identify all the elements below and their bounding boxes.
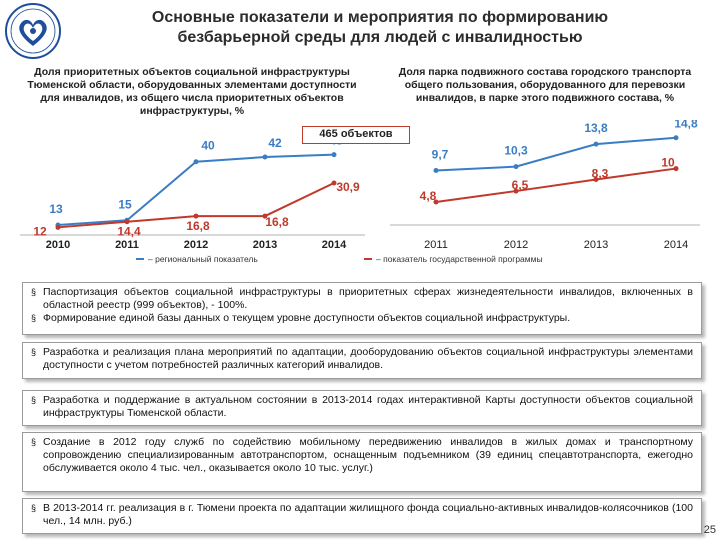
measure-text: Создание в 2012 году служб по содействию… <box>43 436 693 474</box>
program-data-label: 30,9 <box>336 180 360 194</box>
measure-text: В 2013-2014 гг. реализация в г. Тюмени п… <box>43 502 693 527</box>
regional-data-label: 13 <box>49 202 63 216</box>
measure-text: Разработка и поддержание в актуальном со… <box>43 394 693 419</box>
title-line-2: безбарьерной среды для людей с инвалидно… <box>177 29 583 46</box>
regional-data-label: 14,8 <box>674 120 698 131</box>
legend-program: – показатель государственной программы <box>364 254 543 264</box>
program-point <box>331 180 337 186</box>
x-tick-label: 2014 <box>664 239 688 251</box>
bullet-icon: § <box>31 347 37 357</box>
regional-data-label: 15 <box>118 197 132 211</box>
legend-program-swatch <box>364 258 372 260</box>
program-data-label: 16,8 <box>186 219 210 233</box>
measure-text: Разработка и реализация плана мероприяти… <box>43 346 693 371</box>
organization-logo <box>5 3 61 59</box>
measure-text: Паспортизация объектов социальной инфрас… <box>43 286 693 311</box>
objects-count-callout: 465 объектов <box>302 126 410 144</box>
title-line-1: Основные показатели и мероприятия по фор… <box>151 9 609 26</box>
measures-box-5: § В 2013-2014 гг. реализация в г. Тюмени … <box>22 498 702 534</box>
measures-box-1: § Паспортизация объектов социальной инфра… <box>22 282 702 335</box>
bullet-icon: § <box>31 395 37 405</box>
regional-point <box>262 154 268 160</box>
legend-regional-swatch <box>136 258 144 260</box>
x-tick-label: 2013 <box>584 239 608 251</box>
x-tick-label: 2014 <box>322 239 347 251</box>
program-point <box>433 199 439 205</box>
measure-item: § Формирование единой базы данных о текущ… <box>31 312 693 325</box>
program-data-label: 4,8 <box>420 189 437 203</box>
regional-data-label: 9,7 <box>432 148 449 162</box>
regional-data-label: 10,3 <box>504 144 528 158</box>
legend-program-label: – показатель государственной программы <box>376 254 543 264</box>
program-point <box>593 177 599 182</box>
left-chart-subtitle: Доля приоритетных объектов социальной ин… <box>27 66 357 117</box>
x-tick-label: 2010 <box>46 239 70 251</box>
regional-data-label: 40 <box>201 139 215 153</box>
measure-item: § Разработка и поддержание в актуальном с… <box>31 394 693 420</box>
x-tick-label: 2012 <box>184 239 208 251</box>
regional-data-label: 13,8 <box>584 121 608 135</box>
bullet-icon: § <box>31 313 37 323</box>
regional-point <box>673 135 679 141</box>
program-point <box>513 188 519 194</box>
program-data-label: 10 <box>661 156 675 170</box>
x-tick-label: 2011 <box>424 239 448 251</box>
measure-item: § В 2013-2014 гг. реализация в г. Тюмени … <box>31 502 693 528</box>
measure-item: § Паспортизация объектов социальной инфра… <box>31 286 693 312</box>
program-point <box>673 166 679 172</box>
measure-item: § Разработка и реализация плана мероприят… <box>31 346 693 372</box>
program-point <box>193 213 199 219</box>
program-data-label: 6,5 <box>512 178 529 192</box>
measures-box-4: § Создание в 2012 году служб по содействи… <box>22 432 702 492</box>
regional-series-line <box>435 136 677 172</box>
bullet-icon: § <box>31 287 37 297</box>
program-point <box>262 213 268 219</box>
program-data-label: 12 <box>33 224 47 238</box>
regional-point <box>433 168 439 173</box>
program-series-line <box>435 167 677 203</box>
regional-point <box>513 164 519 170</box>
regional-data-label: 42 <box>268 136 282 150</box>
measures-box-2: § Разработка и реализация плана мероприят… <box>22 342 702 379</box>
bullet-icon: § <box>31 503 37 513</box>
measures-box-3: § Разработка и поддержание в актуальном с… <box>22 390 702 426</box>
program-data-label: 8,3 <box>592 167 609 181</box>
charts-area: 2010201120122013201413154042431214,416,8… <box>20 120 700 251</box>
program-point <box>55 224 61 230</box>
regional-point <box>331 152 337 158</box>
program-data-label: 16,8 <box>265 215 289 229</box>
legend-regional-label: – региональный показатель <box>148 254 258 264</box>
legend-regional: – региональный показатель <box>136 254 258 264</box>
regional-point <box>593 141 599 147</box>
measure-text: Формирование единой базы данных о текуще… <box>43 312 571 324</box>
bullet-icon: § <box>31 437 37 447</box>
x-tick-label: 2011 <box>115 239 139 251</box>
measure-item: § Создание в 2012 году служб по содействи… <box>31 436 693 475</box>
right-chart-subtitle: Доля парка подвижного состава городского… <box>398 66 692 104</box>
program-point <box>124 219 130 225</box>
page-number: 25 <box>703 524 716 536</box>
regional-point <box>193 159 199 165</box>
page-title: Основные показатели и мероприятия по фор… <box>120 8 640 48</box>
x-tick-label: 2013 <box>253 239 277 251</box>
x-tick-label: 2012 <box>504 239 528 251</box>
program-data-label: 14,4 <box>117 225 141 239</box>
